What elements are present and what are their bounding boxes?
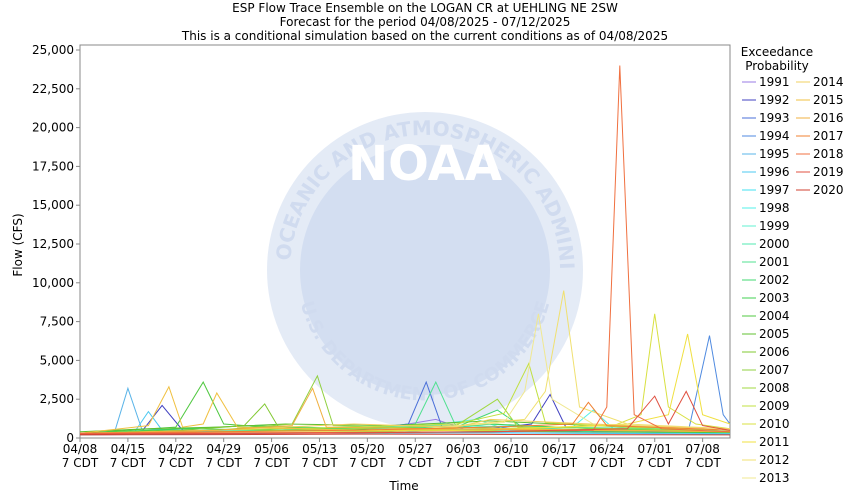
y-tick-label: 17,500: [32, 159, 74, 173]
x-tick-label: 07/08 7 CDT: [684, 442, 721, 470]
x-tick-label: 04/22 7 CDT: [157, 442, 194, 470]
chart-title: ESP Flow Trace Ensemble on the LOGAN CR …: [232, 1, 618, 15]
legend-label: 1993: [759, 111, 790, 125]
chart-subtitle: Forecast for the period 04/08/2025 - 07/…: [280, 15, 571, 29]
x-tick-label: 04/29 7 CDT: [205, 442, 242, 470]
x-tick-label: 06/10 7 CDT: [492, 442, 530, 470]
y-tick-label: 25,000: [32, 43, 74, 57]
flow-line: [79, 401, 731, 434]
x-tick-label: 04/15 7 CDT: [109, 442, 147, 470]
y-tick-label: 2,500: [40, 392, 74, 406]
chart-note: This is a conditional simulation based o…: [181, 29, 668, 43]
y-tick-label: 5,000: [40, 353, 74, 367]
y-tick-label: 22,500: [32, 82, 74, 96]
y-tick-label: 15,000: [32, 198, 74, 212]
x-tick-label: 05/27 7 CDT: [397, 442, 434, 470]
y-tick-label: 0: [66, 431, 74, 445]
legend-label: 2003: [759, 291, 790, 305]
legend-label: 2019: [813, 165, 844, 179]
legend-label: 1996: [759, 165, 790, 179]
legend-label: 2015: [813, 93, 844, 107]
legend-label: 2008: [759, 381, 790, 395]
x-tick-label: 05/13 7 CDT: [301, 442, 338, 470]
legend-label: 2007: [759, 363, 790, 377]
x-axis-label: Time: [388, 479, 418, 493]
watermark: NATIONAL OCEANIC AND ATMOSPHERIC ADMINIS…: [0, 0, 583, 428]
legend-label: 2010: [759, 417, 790, 431]
legend-label: 2001: [759, 255, 790, 269]
legend-label: 1994: [759, 129, 790, 143]
legend-label: 2011: [759, 435, 790, 449]
y-tick-label: 20,000: [32, 121, 74, 135]
x-tick-label: 06/17 7 CDT: [540, 442, 578, 470]
flow-line: [79, 390, 731, 435]
flow-line: [79, 333, 731, 434]
flow-line: [79, 433, 731, 436]
legend-label: 1992: [759, 93, 790, 107]
x-tick-label: 05/20 7 CDT: [349, 442, 386, 470]
x-tick-label: 07/01 7 CDT: [636, 442, 673, 470]
legend-label: 2012: [759, 453, 790, 467]
legend-label: 2013: [759, 471, 790, 485]
y-tick-label: 10,000: [32, 276, 74, 290]
legend-label: 2000: [759, 237, 790, 251]
legend-label: 2009: [759, 399, 790, 413]
y-tick-label: 7,500: [40, 315, 74, 329]
legend-label: 2005: [759, 327, 790, 341]
x-tick-label: 06/03 7 CDT: [444, 442, 482, 470]
x-tick-label: 06/24 7 CDT: [588, 442, 626, 470]
watermark-inner: [300, 145, 550, 395]
legend-label: 1991: [759, 75, 790, 89]
legend-label: 2002: [759, 273, 790, 287]
legend-label: 2016: [813, 111, 844, 125]
legend-label: 1999: [759, 219, 790, 233]
x-tick-label: 05/06 7 CDT: [253, 442, 290, 470]
legend-label: 2006: [759, 345, 790, 359]
plot-frame: [79, 44, 731, 439]
legend-label: 2020: [813, 183, 844, 197]
y-axis-label: Flow (CFS): [11, 213, 25, 276]
watermark-logo: NOAA: [348, 136, 502, 192]
legend-label: 2014: [813, 75, 844, 89]
legend-title: Exceedance Probability: [740, 45, 814, 73]
legend-label: 2018: [813, 147, 844, 161]
legend-label: 2017: [813, 129, 844, 143]
y-tick-label: 12,500: [32, 237, 74, 251]
legend-label: 1995: [759, 147, 790, 161]
legend-label: 1997: [759, 183, 790, 197]
legend-label: 2004: [759, 309, 790, 323]
flow-line: [79, 387, 731, 434]
flow-line: [79, 385, 731, 434]
x-tick-label: 04/08 7 CDT: [61, 442, 99, 470]
legend-label: 1998: [759, 201, 790, 215]
